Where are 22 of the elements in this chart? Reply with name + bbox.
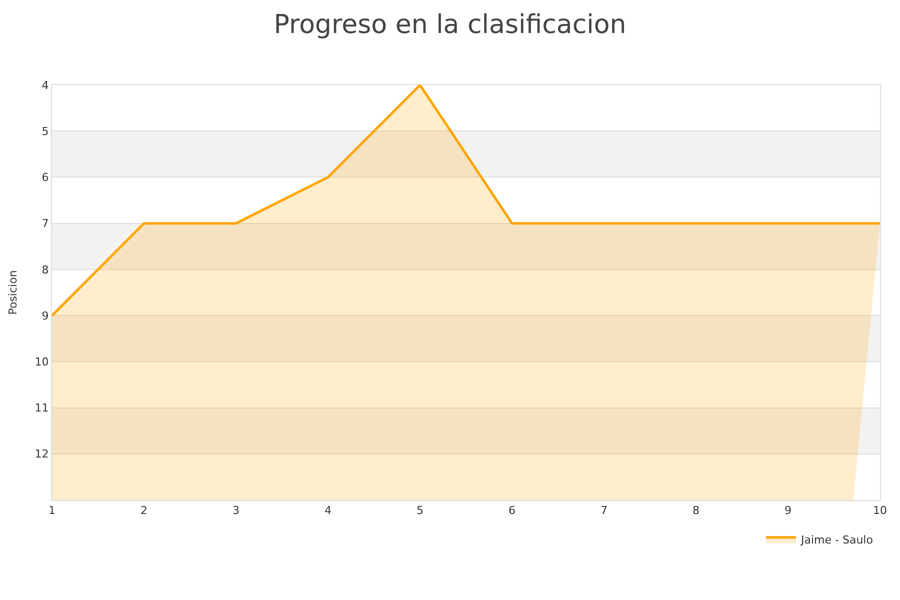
legend-label: Jaime - Saulo [800, 534, 874, 547]
y-tick-label: 12 [34, 448, 49, 461]
y-axis-title: Posicion [6, 270, 20, 315]
x-tick-label: 1 [48, 504, 56, 518]
y-tick-label: 7 [42, 217, 49, 230]
x-tick-label: 2 [140, 504, 148, 518]
x-tick-label: 10 [873, 504, 887, 518]
y-tick-label: 11 [34, 402, 49, 415]
y-tick-label: 9 [42, 309, 49, 322]
y-tick-label: 4 [42, 78, 49, 92]
y-tick-label: 10 [34, 356, 49, 369]
x-tick-label: 3 [232, 504, 240, 518]
chart-title: Progreso en la clasificacion [274, 10, 626, 40]
x-tick-label: 7 [600, 504, 608, 518]
y-tick-label: 5 [42, 124, 49, 138]
x-tick-label: 5 [416, 504, 424, 518]
x-tick-label: 6 [508, 504, 516, 518]
y-tick-label: 6 [42, 171, 49, 184]
y-tick-label: 8 [42, 263, 49, 276]
x-tick-label: 8 [692, 504, 700, 518]
x-tick-label: 9 [784, 504, 792, 518]
x-tick-label: 4 [324, 504, 332, 518]
